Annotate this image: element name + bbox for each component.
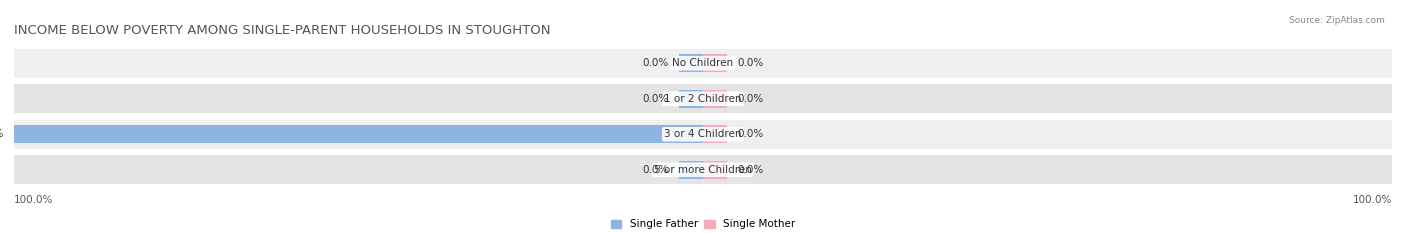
Text: 100.0%: 100.0% <box>14 195 53 205</box>
Bar <box>679 89 703 108</box>
Text: 0.0%: 0.0% <box>738 58 763 68</box>
Bar <box>14 125 703 144</box>
Bar <box>14 84 1392 113</box>
Bar <box>14 120 1392 149</box>
Text: 100.0%: 100.0% <box>0 129 4 139</box>
Text: 0.0%: 0.0% <box>643 58 669 68</box>
Bar <box>679 161 703 179</box>
Bar <box>14 49 1392 78</box>
Legend: Single Father, Single Mother: Single Father, Single Mother <box>607 215 799 233</box>
Text: 0.0%: 0.0% <box>643 94 669 104</box>
Bar <box>679 54 703 72</box>
Text: 0.0%: 0.0% <box>738 165 763 175</box>
Text: Source: ZipAtlas.com: Source: ZipAtlas.com <box>1289 16 1385 25</box>
Bar <box>703 54 727 72</box>
Text: 5 or more Children: 5 or more Children <box>654 165 752 175</box>
Bar <box>703 89 727 108</box>
Text: 0.0%: 0.0% <box>643 165 669 175</box>
Text: 0.0%: 0.0% <box>738 94 763 104</box>
Text: 1 or 2 Children: 1 or 2 Children <box>664 94 742 104</box>
Bar <box>14 155 1392 184</box>
Bar <box>703 125 727 144</box>
Text: No Children: No Children <box>672 58 734 68</box>
Text: INCOME BELOW POVERTY AMONG SINGLE-PARENT HOUSEHOLDS IN STOUGHTON: INCOME BELOW POVERTY AMONG SINGLE-PARENT… <box>14 24 551 37</box>
Bar <box>703 161 727 179</box>
Text: 0.0%: 0.0% <box>738 129 763 139</box>
Text: 100.0%: 100.0% <box>1353 195 1392 205</box>
Text: 3 or 4 Children: 3 or 4 Children <box>664 129 742 139</box>
